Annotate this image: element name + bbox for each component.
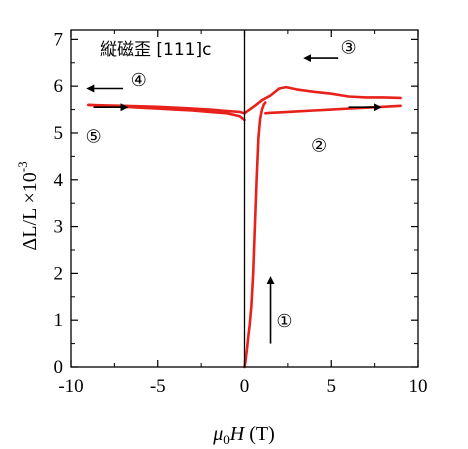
step-marker-1: ① [276,311,292,332]
y-tick-label: 2 [54,263,64,284]
y-tick-label: 7 [54,29,64,50]
tick-layer: -10 -5 0 5 10 0 1 2 3 4 5 6 7 [54,29,428,397]
y-axis-label: ΔL/L ×10-3 [15,161,41,250]
annotation-layer: ① ② ③ ④ ⑤ [85,37,382,344]
y-tick-label: 5 [54,123,64,144]
x-tick-label: 0 [240,376,250,397]
series-line-1 [243,101,267,369]
x-axis-label-unit: (T) [244,423,275,445]
y-tick-label: 4 [54,170,64,191]
x-axis-label-sub: 0 [223,432,230,447]
y-tick-label: 6 [54,76,64,97]
x-tick-label: -5 [150,376,166,397]
y-tick-label: 0 [54,357,64,378]
x-axis-label-h: H [229,423,246,445]
x-tick-label: 10 [409,376,428,397]
chart-title: 縦磁歪 [111]c [100,40,211,60]
y-tick-label: 1 [54,310,64,331]
series-line-2 [264,104,402,115]
step-marker-5: ⑤ [85,126,101,147]
step-marker-4: ④ [131,70,147,91]
y-axis-label-main: ΔL/L ×10 [19,172,41,250]
series-line-3 [243,85,402,115]
x-axis-label: μ0H (T) [212,423,275,447]
x-tick-label: -10 [58,376,83,397]
step-marker-3: ③ [341,37,357,58]
y-tick-label: 3 [54,217,64,238]
x-tick-label: 5 [327,376,337,397]
y-axis-label-exp: -3 [15,161,30,172]
x-axis-label-mu: μ [212,423,223,445]
step-marker-2: ② [311,136,327,157]
